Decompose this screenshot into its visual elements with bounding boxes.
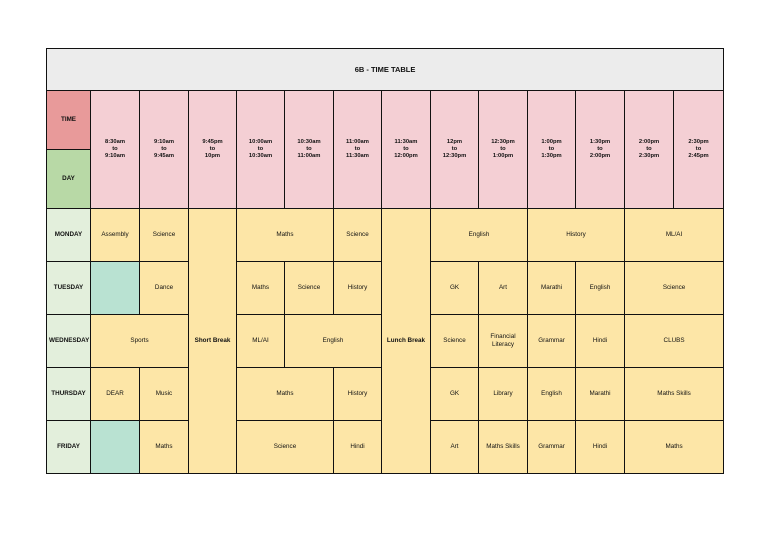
class-cell: Music: [139, 367, 189, 421]
slot-header: 1:30pm to 2:00pm: [575, 90, 625, 209]
class-cell: Maths: [139, 420, 189, 474]
class-cell: DEAR: [90, 367, 140, 421]
class-cell: CLUBS: [623, 314, 725, 368]
class-cell: Science: [139, 208, 189, 262]
class-cell: Maths Skills: [478, 420, 528, 474]
day-label-monday: MONDAY: [46, 208, 91, 262]
class-cell: GK: [430, 261, 479, 315]
class-cell: History: [333, 261, 382, 315]
class-cell: Maths: [236, 367, 334, 421]
timetable-title: 6B - TIME TABLE: [45, 48, 725, 91]
free-period-cell: [90, 261, 140, 315]
slot-header: 11:00am to 11:30am: [333, 90, 382, 209]
day-label-wednesday: WEDNESDAY: [46, 314, 91, 368]
class-cell: History: [527, 208, 625, 262]
slot-header: 9:45pm to 10pm: [188, 90, 237, 209]
class-cell: Marathi: [527, 261, 576, 315]
class-cell: Hindi: [333, 420, 382, 474]
day-label-tuesday: TUESDAY: [46, 261, 91, 315]
slot-header: 10:30am to 11:00am: [284, 90, 334, 209]
class-cell: Science: [430, 314, 479, 368]
class-cell: Science: [623, 261, 725, 315]
class-cell: English: [527, 367, 576, 421]
class-cell: Sports: [90, 314, 189, 368]
slot-header: 1:00pm to 1:30pm: [527, 90, 576, 209]
class-cell: Dance: [139, 261, 189, 315]
class-cell: Art: [478, 261, 528, 315]
class-cell: Science: [333, 208, 382, 262]
slot-header: 9:10am to 9:45am: [139, 90, 189, 209]
class-cell: Assembly: [90, 208, 140, 262]
lunch-break-cell: Lunch Break: [381, 208, 431, 474]
class-cell: Grammar: [527, 420, 576, 474]
slot-header: 2:00pm to 2:30pm: [624, 90, 674, 209]
slot-header: 11:30am to 12:00pm: [381, 90, 431, 209]
class-cell: ML/AI: [623, 208, 725, 262]
class-cell: Grammar: [527, 314, 576, 368]
free-period-cell: [90, 420, 140, 474]
class-cell: Maths Skills: [623, 367, 725, 421]
class-cell: ML/AI: [236, 314, 285, 368]
slot-header: 10:00am to 10:30am: [236, 90, 285, 209]
class-cell: Library: [478, 367, 528, 421]
class-cell: Science: [236, 420, 334, 474]
class-cell: GK: [430, 367, 479, 421]
day-label-friday: FRIDAY: [46, 420, 91, 474]
class-cell: Hindi: [575, 314, 625, 368]
short-break-cell: Short Break: [188, 208, 237, 474]
class-cell: Art: [430, 420, 479, 474]
timetable: 6B - TIME TABLE TIME 8:30am to 9:10am 9:…: [45, 48, 725, 474]
class-cell: English: [284, 314, 382, 368]
class-cell: Hindi: [575, 420, 625, 474]
slot-header: 8:30am to 9:10am: [90, 90, 140, 209]
class-cell: Science: [284, 261, 334, 315]
day-label-thursday: THURSDAY: [46, 367, 91, 421]
class-cell: Maths: [236, 261, 285, 315]
class-cell: English: [575, 261, 625, 315]
slot-header: 12:30pm to 1:00pm: [478, 90, 528, 209]
class-cell: Financial Literacy: [478, 314, 528, 368]
slot-header: 2:30pm to 2:45pm: [672, 90, 725, 209]
class-cell: Maths: [623, 420, 725, 474]
class-cell: Marathi: [575, 367, 625, 421]
class-cell: Maths: [236, 208, 334, 262]
class-cell: History: [333, 367, 382, 421]
slot-header: 12pm to 12:30pm: [430, 90, 479, 209]
day-header: DAY: [46, 149, 91, 209]
time-header: TIME: [46, 90, 91, 150]
class-cell: English: [430, 208, 528, 262]
